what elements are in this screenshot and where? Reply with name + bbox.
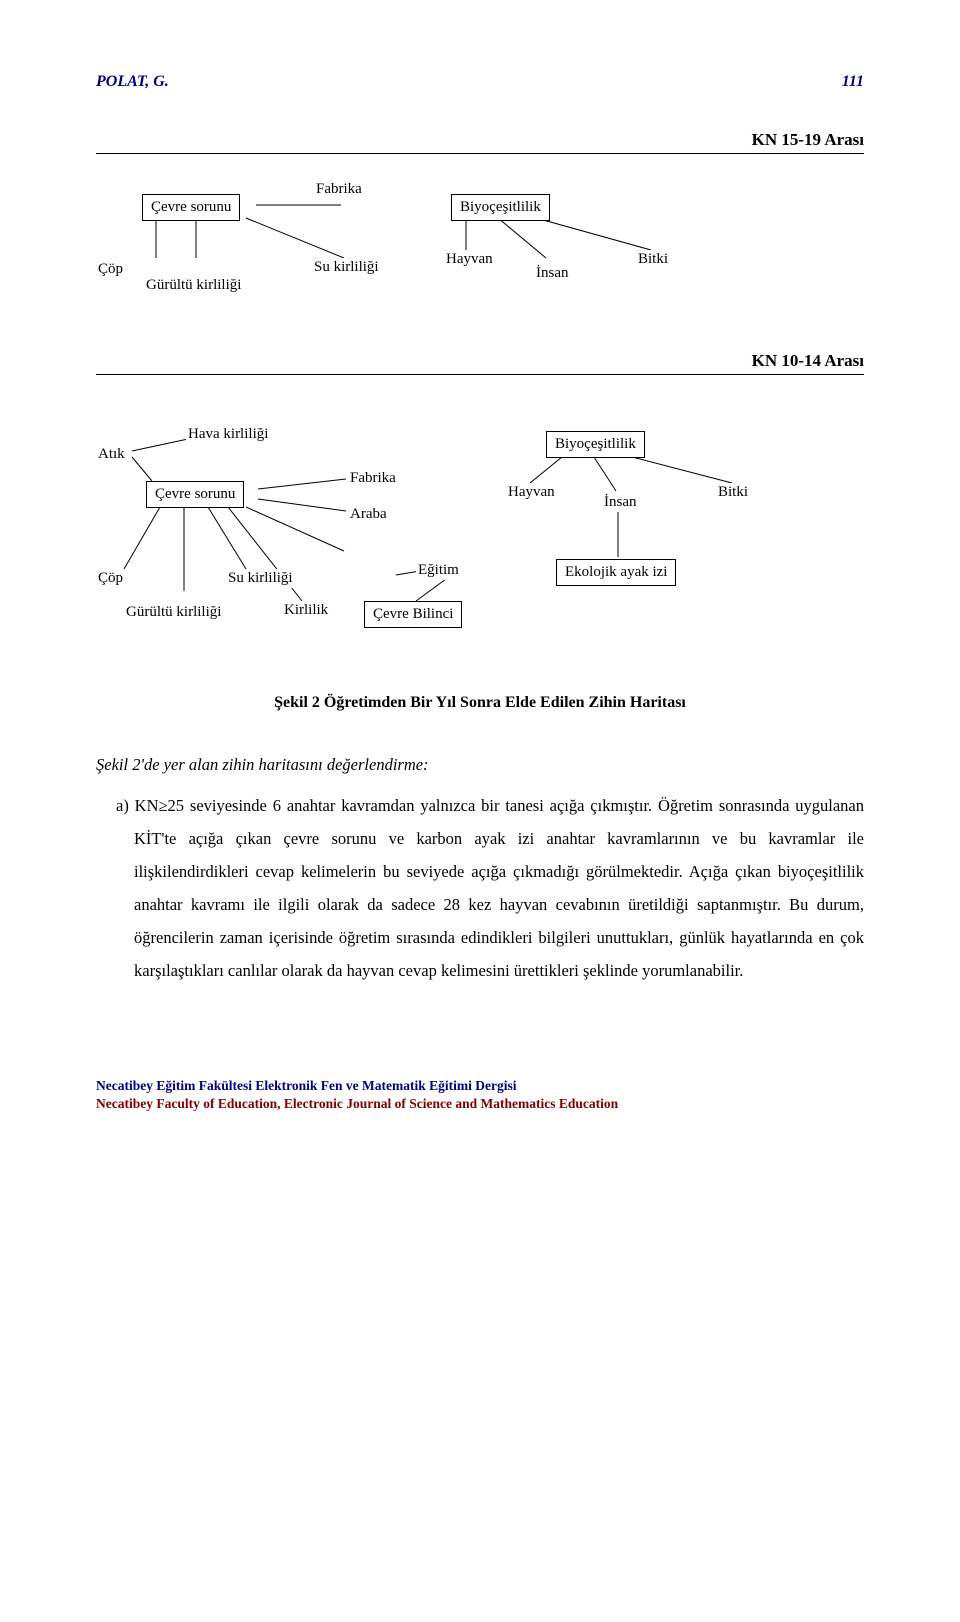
node-cevre-sorunu-2: Çevre sorunu — [146, 481, 244, 509]
item-marker: a) — [116, 796, 129, 815]
label-atik: Atık — [96, 445, 127, 465]
node-ekolojik: Ekolojik ayak izi — [556, 559, 676, 587]
label-bitki-2: Bitki — [716, 483, 750, 503]
label-cop: Çöp — [96, 260, 125, 280]
page-header: POLAT, G. 111 — [96, 72, 864, 93]
evaluation-heading: Şekil 2'de yer alan zihin haritasını değ… — [96, 754, 864, 775]
node-cevre-bilinci: Çevre Bilinci — [364, 601, 462, 629]
label-insan: İnsan — [534, 264, 571, 284]
author-name: POLAT, G. — [96, 72, 169, 93]
label-fabrika-2: Fabrika — [348, 469, 398, 489]
footer-tr: Necatibey Eğitim Fakültesi Elektronik Fe… — [96, 1077, 864, 1095]
node-biyocesitlilik: Biyoçeşitlilik — [451, 194, 550, 222]
label-gurultu-2: Gürültü kirliliği — [124, 603, 223, 623]
label-hayvan: Hayvan — [444, 250, 495, 270]
diagram-1: Çevre sorunu Fabrika Biyoçeşitlilik Çöp … — [96, 180, 864, 350]
label-bitki: Bitki — [636, 250, 670, 270]
evaluation-item-a: a) KN≥25 seviyesinde 6 anahtar kavramdan… — [134, 789, 864, 987]
page-number: 111 — [842, 72, 864, 93]
section-title-2: KN 10-14 Arası — [96, 350, 864, 375]
evaluation-text: KN≥25 seviyesinde 6 anahtar kavramdan ya… — [134, 796, 864, 980]
label-su: Su kirliliği — [312, 258, 381, 278]
figure-caption: Şekil 2 Öğretimden Bir Yıl Sonra Elde Ed… — [96, 693, 864, 714]
node-fabrika: Fabrika — [314, 180, 364, 200]
footer-en: Necatibey Faculty of Education, Electron… — [96, 1095, 864, 1113]
diagram-2: Atık Hava kirliliği Çevre sorunu Fabrika… — [96, 401, 864, 681]
node-biyocesitlilik-2: Biyoçeşitlilik — [546, 431, 645, 459]
label-araba: Araba — [348, 505, 389, 525]
label-kirlilik: Kirlilik — [282, 601, 330, 621]
label-gurultu: Gürültü kirliliği — [144, 276, 243, 296]
label-cop-2: Çöp — [96, 569, 125, 589]
section-title-1: KN 15-19 Arası — [96, 129, 864, 154]
node-cevre-sorunu: Çevre sorunu — [142, 194, 240, 222]
page-footer: Necatibey Eğitim Fakültesi Elektronik Fe… — [96, 1077, 864, 1113]
label-hava: Hava kirliliği — [186, 425, 270, 445]
label-egitim: Eğitim — [416, 561, 461, 581]
label-insan-2: İnsan — [602, 493, 639, 513]
label-hayvan-2: Hayvan — [506, 483, 557, 503]
label-su-2: Su kirliliği — [226, 569, 295, 589]
